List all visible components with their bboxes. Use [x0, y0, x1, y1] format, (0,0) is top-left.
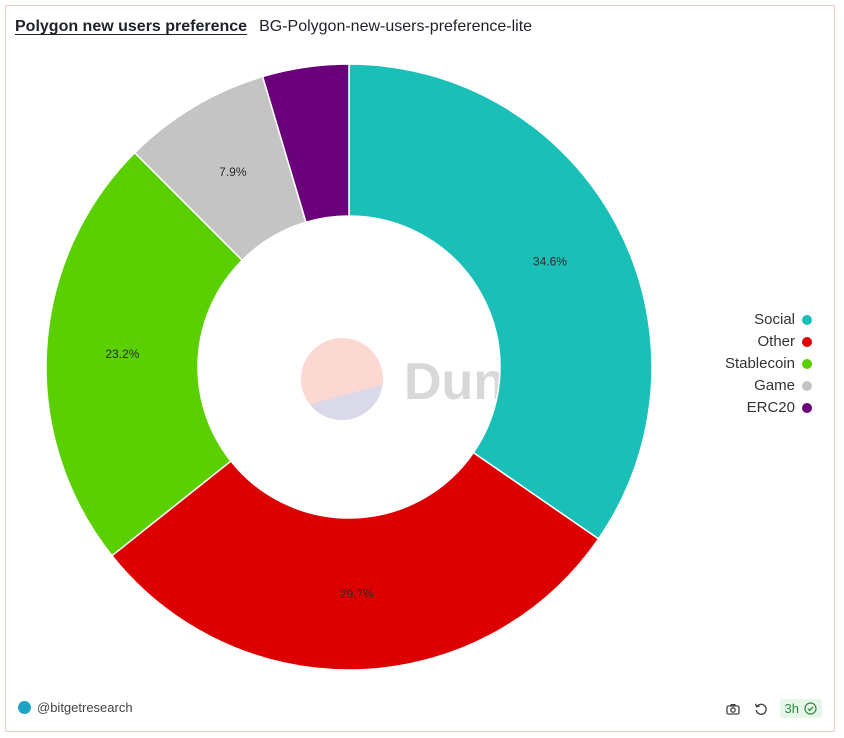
- slice-social[interactable]: [348, 63, 653, 540]
- legend-item-stablecoin[interactable]: Stablecoin: [725, 355, 812, 372]
- legend-swatch: [802, 402, 812, 413]
- legend-item-game[interactable]: Game: [754, 377, 812, 394]
- slice-other[interactable]: [110, 451, 600, 671]
- chart-header: Polygon new users preference BG-Polygon-…: [15, 18, 532, 36]
- legend-swatch: [802, 336, 812, 347]
- legend-label: ERC20: [746, 399, 795, 416]
- data-label-stablecoin: 23.2%: [105, 347, 139, 361]
- data-label-social: 34.6%: [533, 254, 567, 268]
- author-credit[interactable]: @bitgetresearch: [18, 700, 133, 715]
- slice-stablecoin[interactable]: [45, 151, 244, 557]
- check-circle-icon: [804, 702, 817, 715]
- camera-icon[interactable]: [724, 700, 742, 718]
- chart-subtitle: BG-Polygon-new-users-preference-lite: [259, 18, 533, 35]
- footer-actions: 3h: [724, 699, 822, 718]
- legend-swatch: [802, 358, 812, 369]
- donut-chart: Dune 34.6%29.7%23.2%7.9%: [45, 63, 653, 671]
- legend-item-other[interactable]: Other: [757, 333, 812, 350]
- slice-erc20[interactable]: [261, 63, 350, 224]
- legend-swatch: [802, 314, 812, 325]
- legend-label: Game: [754, 377, 795, 394]
- refresh-age: 3h: [784, 701, 799, 716]
- legend-label: Other: [757, 333, 795, 350]
- author-handle: @bitgetresearch: [37, 700, 133, 715]
- chart-card: Dune 34.6% 29.7% 23.2% 7.9% Polygon new use…: [5, 5, 835, 732]
- refresh-status-badge[interactable]: 3h: [779, 699, 822, 718]
- legend-item-social[interactable]: Social: [754, 311, 812, 328]
- legend-item-erc20[interactable]: ERC20: [747, 399, 812, 416]
- chart-title[interactable]: Polygon new users preference: [15, 18, 248, 35]
- legend-label: Social: [754, 311, 795, 328]
- data-label-other: 29.7%: [340, 587, 374, 601]
- chart-legend: Social Other Stablecoin Game ERC20: [725, 311, 812, 416]
- legend-swatch: [802, 380, 812, 391]
- legend-label: Stablecoin: [724, 355, 795, 372]
- refresh-icon[interactable]: [752, 700, 770, 718]
- data-label-game: 7.9%: [219, 165, 247, 179]
- avatar-icon: [18, 701, 31, 714]
